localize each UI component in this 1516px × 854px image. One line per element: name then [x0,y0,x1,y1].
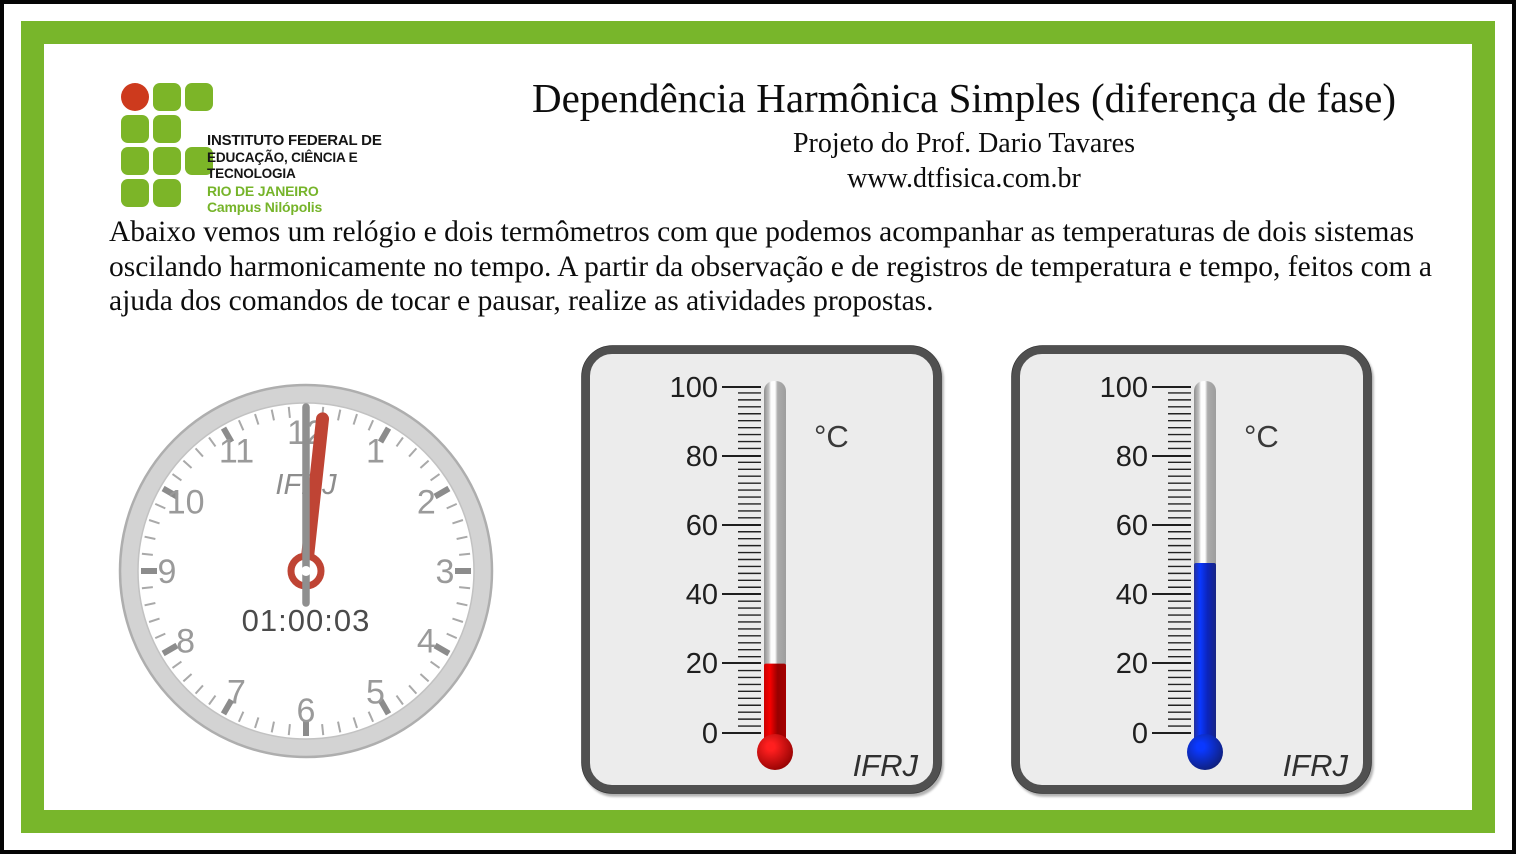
liquid-column [764,663,786,757]
institution-region: RIO DE JANEIRO [207,182,319,199]
logo-square-icon [185,83,213,111]
svg-text:3: 3 [436,553,455,591]
svg-text:5: 5 [366,673,385,711]
svg-text:6: 6 [297,692,316,730]
thermometer-brand-label: IFRJ [1283,748,1349,783]
website-url: www.dtfisica.com.br [847,163,1081,195]
unit-label: °C [814,419,849,454]
scale-labels: 100 80 60 40 20 0 [670,372,718,750]
svg-text:7: 7 [227,673,246,711]
ifrj-logo: INSTITUTO FEDERAL DE EDUCAÇÃO, CIÊNCIA E… [121,83,421,215]
institution-campus: Campus Nilópolis [207,199,323,215]
logo-square-icon [153,83,181,111]
minor-ticks [1168,392,1191,727]
logo-square-icon [121,179,149,207]
svg-text:10: 10 [167,484,205,522]
unit-label: °C [1244,419,1279,454]
logo-square-icon [153,179,181,207]
logo-square-icon [121,115,149,143]
svg-text:0: 0 [1132,718,1148,750]
svg-text:40: 40 [686,579,718,611]
thermometer-panel [582,346,941,793]
thermometer-bulb [757,734,793,770]
analog-clock: 123456789101112 IFRJ 01:00:03 [118,383,494,759]
thermometer-bulb [1187,734,1223,770]
logo-square-icon [121,147,149,175]
clock-center-dot [301,566,311,576]
svg-text:20: 20 [686,648,718,680]
svg-text:100: 100 [670,372,718,404]
thermometer-panel [1012,346,1371,793]
svg-text:9: 9 [158,553,177,591]
svg-text:100: 100 [1100,372,1148,404]
minor-ticks [738,392,761,727]
major-ticks [722,386,761,734]
liquid-column [1194,562,1216,757]
logo-square-icon [185,147,213,175]
institution-name-line1: INSTITUTO FEDERAL DE [207,132,382,149]
svg-text:20: 20 [1116,648,1148,680]
svg-text:40: 40 [1116,579,1148,611]
logo-text-block: INSTITUTO FEDERAL DE EDUCAÇÃO, CIÊNCIA E… [207,132,437,216]
thermometer-tube [764,381,786,743]
scale-labels: 100 80 60 40 20 0 [1100,372,1148,750]
svg-text:2: 2 [417,484,436,522]
institution-name-line2: EDUCAÇÃO, CIÊNCIA E TECNOLOGIA [207,149,358,182]
page-title: Dependência Harmônica Simples (diferença… [531,75,1396,121]
svg-text:60: 60 [1116,510,1148,542]
svg-text:80: 80 [1116,441,1148,473]
svg-text:4: 4 [417,623,436,661]
thermometer-left: 100 80 60 40 20 0 °C IFRJ [581,345,942,794]
digital-time-display: 01:00:03 [242,603,371,638]
svg-text:0: 0 [702,718,718,750]
logo-square-icon [153,115,181,143]
svg-text:11: 11 [219,433,254,471]
thermometer-right: 100 80 60 40 20 0 °C IFRJ [1011,345,1372,794]
clock-ticks [141,406,471,736]
thermometer-brand-label: IFRJ [853,748,919,783]
svg-text:1: 1 [366,433,385,471]
header: Dependência Harmônica Simples (diferença… [434,76,1494,195]
logo-square-icon [153,147,181,175]
intro-paragraph: Abaixo vemos um relógio e dois termômetr… [109,216,1432,318]
svg-text:80: 80 [686,441,718,473]
svg-text:8: 8 [176,623,195,661]
page-subtitle: Projeto do Prof. Dario Tavares [792,128,1135,160]
major-ticks [1152,386,1191,734]
logo-red-dot-icon [121,83,149,111]
svg-text:60: 60 [686,510,718,542]
